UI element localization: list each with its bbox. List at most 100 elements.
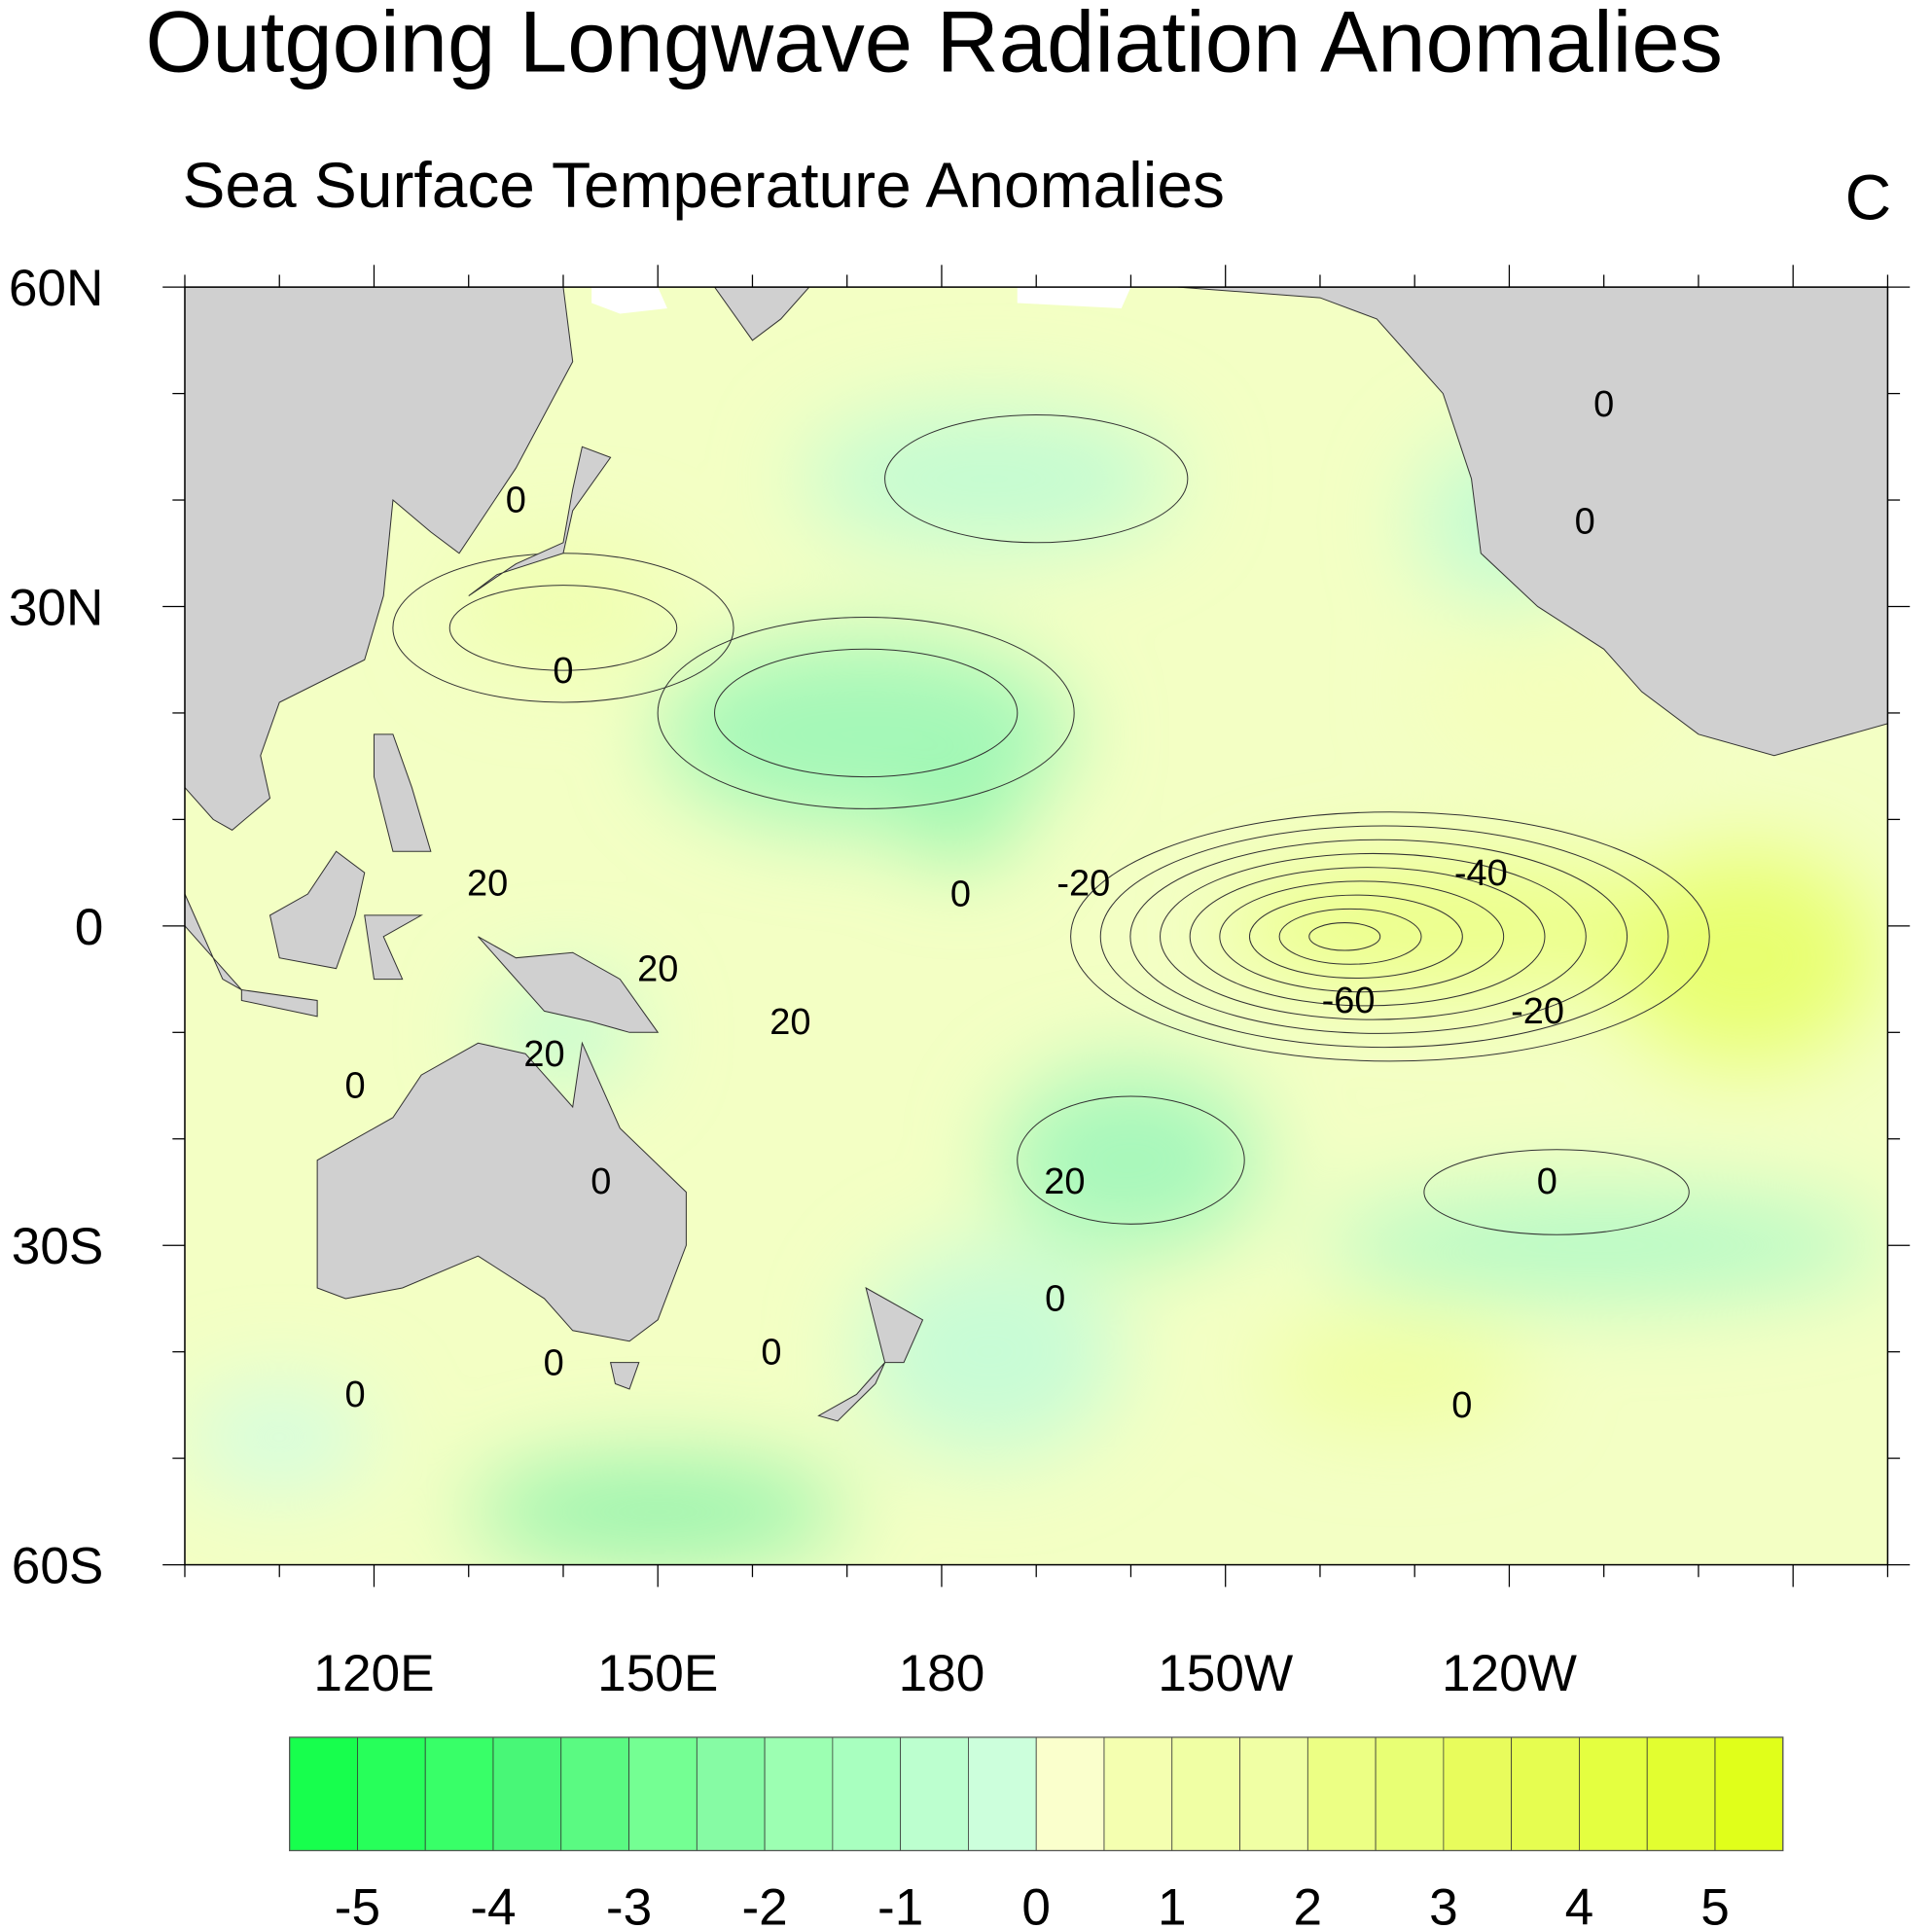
colorbar-swatch [968, 1736, 1037, 1851]
land-philippines [373, 733, 432, 852]
contour-label: 0 [950, 875, 971, 915]
anomaly-region [904, 776, 1018, 863]
colorbar-swatch [1035, 1736, 1105, 1851]
contour-line [884, 413, 1189, 544]
contour-line [714, 648, 1019, 778]
anomaly-region [1225, 862, 1699, 990]
axis-ticks [162, 265, 1911, 1588]
map-area: 0 0 0 0 20 20 20 20 0 0 -20 -40 -60 -20 0 20 0 0 0 0 0 0 [184, 287, 1888, 1565]
contour-line [1219, 880, 1505, 993]
land-java [240, 988, 318, 1018]
anomaly-region [468, 1458, 847, 1565]
contour-label: 20 [523, 1034, 564, 1075]
anomaly-region [800, 404, 1179, 554]
colorbar-swatch [1171, 1736, 1240, 1851]
contour-label: 0 [1045, 1279, 1065, 1320]
colorbar-label: 1 [1158, 1878, 1187, 1929]
colorbar-swatch [492, 1736, 562, 1851]
lon-tick-label: 180 [899, 1645, 985, 1702]
colorbar-swatch [628, 1736, 698, 1851]
contour-line [1189, 867, 1546, 1007]
lon-tick-label: 150E [597, 1645, 718, 1702]
colorbar-swatch [1375, 1736, 1445, 1851]
contour-label: 20 [637, 948, 678, 989]
land-borneo [268, 850, 366, 970]
land-new-zealand-south [817, 1362, 886, 1422]
anomaly-region [1263, 1319, 1528, 1427]
colorbar-swatch [900, 1736, 969, 1851]
contour-label: 0 [761, 1332, 781, 1373]
colorbar-swatch [832, 1736, 902, 1851]
land-asia [184, 287, 574, 831]
colorbar-swatch [764, 1736, 834, 1851]
contour-label: 0 [1451, 1385, 1472, 1426]
panel-label: C [1845, 161, 1892, 232]
contour-label: -40 [1454, 853, 1508, 894]
colorbar-label: 3 [1429, 1878, 1458, 1929]
sst-anomaly-shading [184, 404, 1888, 1565]
figure-title: Outgoing Longwave Radiation Anomalies [145, 0, 1723, 89]
colorbar-label: -2 [741, 1878, 787, 1929]
contour-line [1099, 825, 1669, 1049]
colorbar-swatch [289, 1736, 358, 1851]
land-new-guinea [478, 936, 660, 1033]
colorbar-label: 5 [1700, 1878, 1730, 1929]
contour-line [1423, 1149, 1690, 1235]
contour-label: -20 [1511, 991, 1564, 1032]
colorbar-label: 2 [1294, 1878, 1323, 1929]
contour-line [1129, 839, 1628, 1034]
lat-tick-label: 0 [75, 899, 104, 956]
contour-line [1070, 811, 1710, 1062]
colorbar-label: -4 [470, 1878, 516, 1929]
colorbar-swatch [1306, 1736, 1377, 1851]
colorbar-label: -3 [606, 1878, 652, 1929]
missing-data-region [591, 287, 667, 314]
land-kamchatka [713, 287, 810, 341]
contour-label: 0 [553, 651, 573, 692]
colorbar-swatch [357, 1736, 426, 1851]
land-sulawesi [364, 914, 424, 981]
contour-label: 0 [344, 1375, 365, 1415]
lat-tick-label: 60N [9, 260, 104, 317]
land-masses [184, 287, 1888, 1422]
anomaly-region [449, 542, 677, 671]
anomaly-region [184, 1383, 375, 1490]
colorbar-swatch [1443, 1736, 1513, 1851]
lon-tick-label: 150W [1158, 1645, 1294, 1702]
contour-label: 0 [590, 1161, 611, 1202]
contour-line [1308, 922, 1381, 951]
colorbar-label: 4 [1565, 1878, 1594, 1929]
colorbar-swatch [424, 1736, 494, 1851]
contour-label: 0 [1575, 502, 1595, 543]
contour-line [1017, 1095, 1245, 1225]
colorbar-label: -5 [335, 1878, 380, 1929]
lat-tick-label: 60S [12, 1538, 104, 1595]
contour-label: -20 [1056, 864, 1110, 905]
colorbar-swatch [1646, 1736, 1716, 1851]
land-japan [468, 446, 612, 596]
contour-label: 20 [769, 1002, 810, 1043]
contour-label: 0 [544, 1342, 564, 1383]
contour-line [448, 585, 678, 671]
contour-line [657, 616, 1075, 809]
colorbar-swatch [1103, 1736, 1173, 1851]
colorbar-swatch [1579, 1736, 1648, 1851]
colorbar: -5 -4 -3 -2 -1 0 1 2 3 4 5 [289, 1736, 1784, 1929]
axis-tick-labels: 60N 30N 0 30S 60S 120E 150E 180 150W 120W [9, 260, 1578, 1702]
contour-label: 20 [467, 864, 508, 905]
contour-label: 20 [1044, 1161, 1085, 1202]
contour-labels: 0 0 0 0 20 20 20 20 0 0 -20 -40 -60 -20 0 20 0 0 0 0 0 0 [344, 384, 1614, 1426]
colorbar-frame [289, 1736, 1784, 1852]
contour-line [1248, 894, 1463, 979]
figure-subtitle: Sea Surface Temperature Anomalies [182, 149, 1224, 221]
contour-label: 0 [506, 481, 526, 521]
anomaly-region [998, 1064, 1264, 1257]
colorbar-swatch [1714, 1736, 1784, 1851]
land-sumatra [184, 893, 242, 990]
colorbar-swatch [560, 1736, 629, 1851]
land-new-zealand-north [865, 1286, 924, 1364]
contour-label: 0 [344, 1066, 365, 1107]
land-tasmania [609, 1362, 640, 1390]
colorbar-swatch [696, 1736, 766, 1851]
